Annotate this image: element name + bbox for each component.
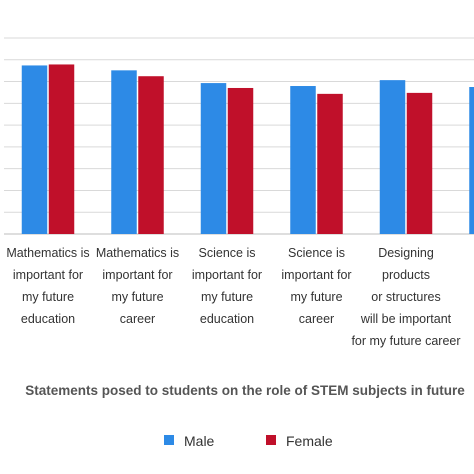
legend-item-female: Female — [266, 433, 333, 449]
bar-female-5 — [406, 92, 433, 234]
bar-male-2 — [111, 70, 137, 234]
bar-female-2 — [138, 76, 164, 234]
bar-male-5 — [379, 80, 406, 234]
category-label-2: Mathematics is important for my future care… — [96, 246, 179, 326]
legend-label-male: Male — [184, 433, 215, 449]
legend-swatch-male — [164, 435, 174, 445]
bar-female-3 — [227, 87, 254, 234]
bar-male-1 — [21, 65, 48, 234]
bar-male-3 — [200, 83, 227, 234]
bar-female-4 — [317, 93, 343, 234]
legend: Male Female — [164, 433, 333, 449]
bar-male-6 — [469, 87, 474, 234]
category-label-3: Science is important for my future educatio… — [192, 246, 262, 326]
bars — [21, 64, 474, 235]
bar-male-4 — [290, 86, 316, 235]
category-label-4: Science is important for my future career — [281, 246, 351, 326]
legend-item-male: Male — [164, 433, 215, 449]
legend-swatch-female — [266, 435, 276, 445]
category-label-5: Designing products or structures will be im… — [351, 246, 460, 348]
x-axis-title: Statements posed to students on the role… — [25, 383, 465, 398]
bar-female-1 — [48, 64, 75, 235]
category-label-1: Mathematics is important for my future educ… — [6, 246, 89, 326]
category-labels: Mathematics is important for my future educ… — [6, 246, 460, 348]
legend-label-female: Female — [286, 433, 333, 449]
